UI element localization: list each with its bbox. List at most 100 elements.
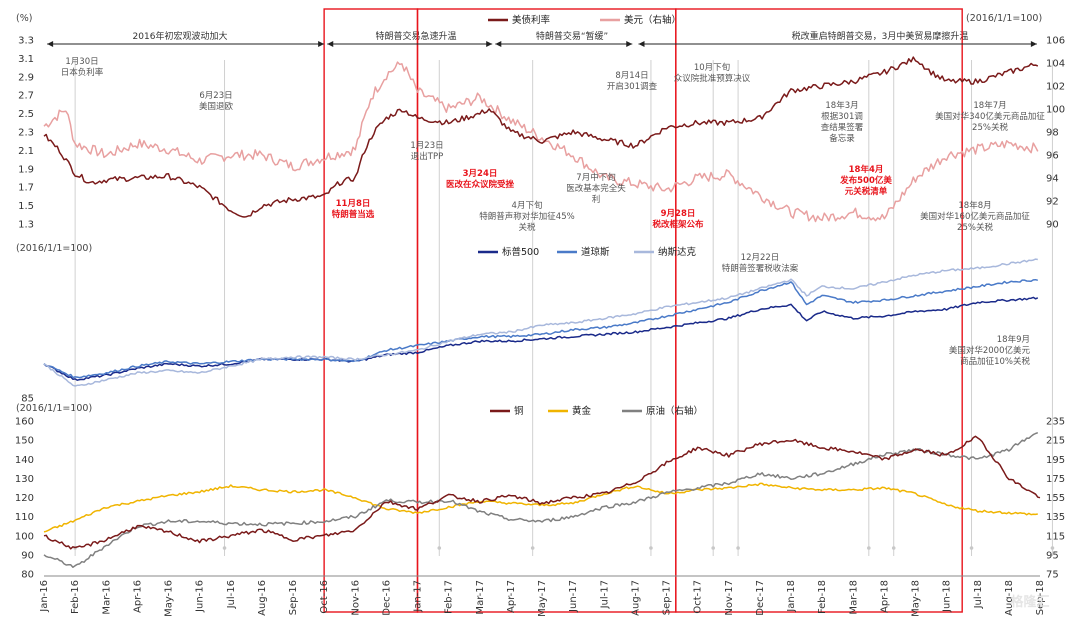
y-tick-right-top: 90: [1046, 220, 1059, 231]
x-tick-label: Aug-18: [1004, 580, 1015, 616]
legend-dow: 道琼斯: [581, 246, 610, 258]
x-tick-label: Aug-16: [257, 580, 268, 616]
phase-arrow-head-right: [318, 41, 325, 47]
annotation-top-5: 10月下旬众议院批准预算决议: [674, 62, 751, 84]
y-tick-right-bottom: 95: [1046, 550, 1059, 561]
series-line-原油（右轴）: [43, 431, 1039, 568]
phase-arrow-head-left: [47, 41, 54, 47]
x-tick-label: May-16: [164, 580, 175, 617]
series-line-铜: [43, 435, 1041, 550]
phase-arrow-head-left: [495, 41, 502, 47]
mid-left-unit: (2016/1/1=100): [16, 243, 92, 254]
x-tick-label: Feb-18: [817, 580, 828, 614]
event-dot: [1050, 546, 1055, 550]
y-tick-left-top: 2.9: [18, 72, 34, 83]
legend-nasdaq: 纳斯达克: [658, 246, 697, 258]
x-tick-label: Jun-18: [942, 580, 953, 613]
x-tick-label: Mar-17: [475, 580, 486, 615]
event-dot: [891, 546, 896, 550]
y-tick-left-bottom: 160: [15, 417, 34, 428]
x-tick-label: May-18: [911, 580, 922, 617]
series-line-道琼斯: [43, 278, 1038, 379]
highlight-box-3: [675, 8, 963, 613]
event-dot: [711, 546, 715, 550]
y-tick-left-bottom: 140: [15, 455, 34, 466]
y-tick-right-top: 98: [1046, 128, 1059, 139]
series-line-纳斯达克: [43, 258, 1038, 387]
legend-usd: 美元（右轴）: [624, 14, 681, 26]
legend-sp500: 标普500: [502, 246, 539, 258]
y-tick-left-top: 2.7: [18, 91, 34, 102]
annotation-mid-2: 18年9月美国对华2000亿美元商品加征10%关税: [949, 334, 1031, 367]
x-tick-label: Nov-17: [724, 580, 735, 616]
y-tick-right-bottom: 215: [1046, 436, 1065, 447]
annotation-red-4: 18年4月发布500亿美元关税清单: [839, 164, 892, 197]
y-tick-left-top: 2.5: [18, 109, 34, 120]
legend-gold: 黄金: [572, 405, 592, 417]
y-tick-left-bottom: 130: [15, 474, 34, 485]
x-tick-label: Oct-17: [693, 580, 704, 614]
x-tick-label: Jul-16: [226, 580, 237, 609]
phase-label-3: 特朗普交易“暂缓”: [536, 30, 608, 42]
event-dot: [736, 546, 740, 550]
event-dot: [969, 546, 974, 550]
y-tick-left-bottom: 120: [15, 493, 34, 504]
phase-label-4: 税改重启特朗普交易，3月中美贸易摩擦升温: [792, 30, 969, 42]
y-tick-right-top: 104: [1046, 59, 1065, 70]
x-tick-label: Oct-16: [319, 580, 330, 614]
y-tick-left-top: 2.3: [18, 128, 34, 139]
x-tick-label: Aug-17: [630, 580, 641, 616]
y-tick-left-top: 1.7: [18, 183, 34, 194]
watermark: 格隆汇: [1010, 594, 1049, 610]
y-tick-right-bottom: 115: [1046, 531, 1065, 542]
annotation-top-6: 18年3月根据301调查结果签署备忘录: [821, 100, 864, 144]
annotation-top-7: 18年7月美国对华340亿美元商品加征 25%关税: [935, 100, 1045, 133]
annotation-mid-3: 18年8月美国对华160亿美元商品加征 25%关税: [920, 200, 1030, 233]
phase-arrow-head-right: [1030, 41, 1037, 47]
x-tick-label: Feb-16: [70, 580, 81, 614]
legend-copper: 铜: [514, 405, 524, 417]
y-tick-right-top: 94: [1046, 174, 1059, 185]
y-tick-right-top: 102: [1046, 82, 1065, 93]
x-tick-label: Jun-17: [568, 580, 579, 613]
y-tick-right-bottom: 235: [1046, 417, 1065, 428]
x-tick-label: Mar-18: [848, 580, 859, 615]
y-tick-left-top: 1.9: [18, 164, 34, 175]
phase-arrow-head-left: [327, 41, 334, 47]
y-tick-left-bottom: 90: [21, 550, 34, 561]
y-tick-left-bottom: 110: [15, 512, 34, 523]
x-tick-label: Apr-16: [132, 580, 143, 613]
y-tick-left-mid: 85: [21, 394, 34, 405]
y-tick-left-top: 2.1: [18, 146, 34, 157]
event-dot: [867, 546, 871, 550]
x-tick-label: Jul-18: [973, 580, 984, 609]
annotation-red-3: 9月28日税改框架公布: [652, 209, 704, 230]
x-tick-label: Feb-17: [444, 580, 455, 614]
phase-label-1: 2016年初宏观波动加大: [133, 30, 228, 42]
x-tick-label: Jan-16: [39, 580, 50, 613]
x-tick-label: May-17: [537, 580, 548, 617]
y-tick-right-bottom: 75: [1046, 570, 1059, 581]
y-tick-right-bottom: 135: [1046, 512, 1065, 523]
series-line-美元（右轴）: [43, 61, 1039, 223]
annotation-mid-1: 12月22日特朗普签署税收法案: [722, 253, 799, 274]
top-left-unit: (%): [16, 13, 32, 24]
x-tick-label: Mar-16: [101, 580, 112, 615]
event-dot: [437, 546, 442, 550]
phase-label-2: 特朗普交易急速升温: [375, 30, 456, 42]
series-line-黄金: [43, 482, 1038, 533]
x-tick-label: Jun-16: [195, 580, 206, 613]
x-tick-label: Sep-17: [662, 580, 673, 615]
annotation-top-4: 8月14日开启301调查: [607, 71, 658, 92]
x-tick-label: Apr-18: [879, 580, 890, 613]
bottom-left-unit: (2016/1/1=100): [16, 403, 92, 414]
x-tick-label: Sep-18: [1035, 580, 1046, 615]
y-tick-left-top: 1.3: [18, 220, 34, 231]
legend-us-yield: 美债利率: [512, 14, 551, 26]
x-tick-label: Dec-17: [755, 580, 766, 616]
y-tick-right-bottom: 155: [1046, 493, 1065, 504]
x-tick-label: Apr-17: [506, 580, 517, 613]
annotation-top-3: 1月23日退出TPP: [410, 141, 443, 162]
top-right-unit: (2016/1/1=100): [966, 13, 1042, 24]
